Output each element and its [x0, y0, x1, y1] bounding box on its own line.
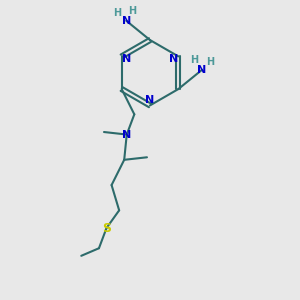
- Text: N: N: [122, 16, 131, 26]
- Text: H: H: [206, 57, 214, 67]
- Text: H: H: [113, 8, 122, 18]
- Text: N: N: [169, 54, 178, 64]
- Text: S: S: [102, 221, 111, 235]
- Text: H: H: [190, 55, 199, 65]
- Text: N: N: [197, 65, 207, 75]
- Text: N: N: [122, 130, 131, 140]
- Text: N: N: [146, 95, 154, 105]
- Text: H: H: [128, 6, 136, 16]
- Text: N: N: [122, 54, 131, 64]
